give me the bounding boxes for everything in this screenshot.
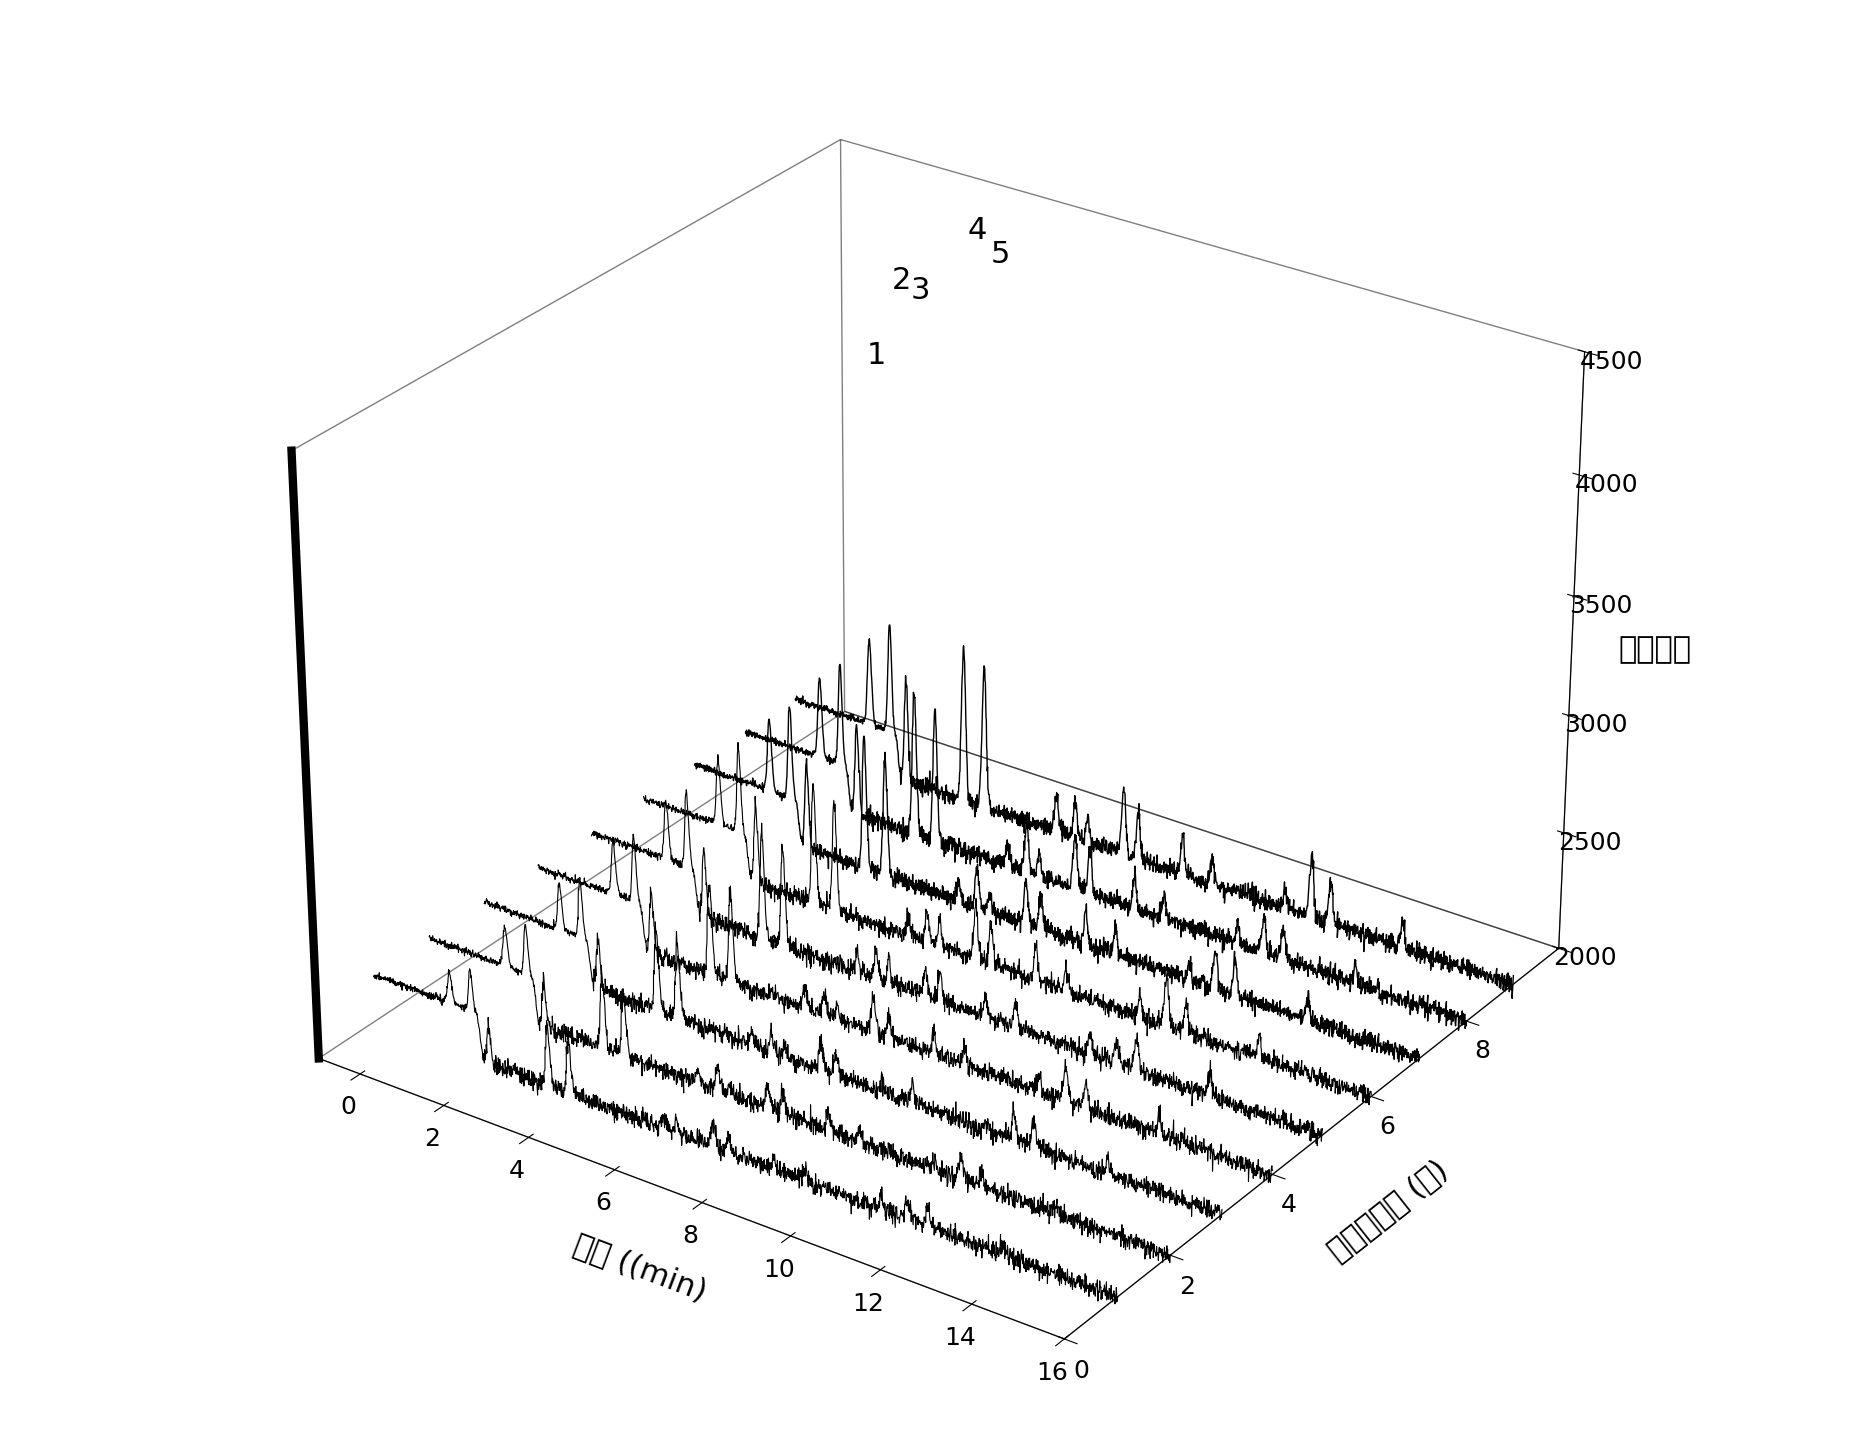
X-axis label: 时间 ((min): 时间 ((min) — [569, 1230, 710, 1306]
Y-axis label: 毛细管编号 (根): 毛细管编号 (根) — [1323, 1154, 1452, 1266]
